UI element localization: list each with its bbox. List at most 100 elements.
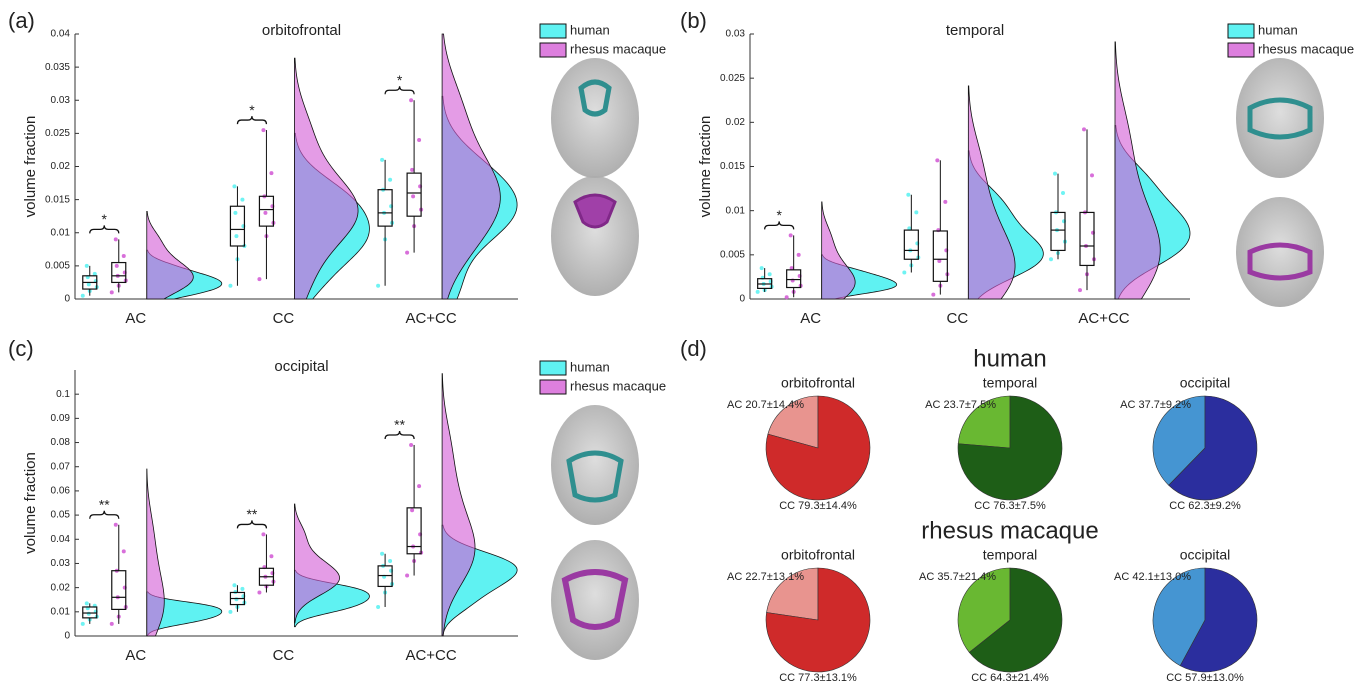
y-tick-label: 0.005 — [45, 261, 70, 272]
y-axis-label: volume fraction — [697, 116, 714, 218]
data-point — [410, 508, 414, 512]
data-point — [81, 294, 85, 298]
significance: ** — [246, 506, 257, 522]
pie-title: temporal — [983, 547, 1037, 563]
x-tick-label: AC+CC — [405, 647, 456, 664]
slice-label: AC 20.7±14.4% — [727, 399, 804, 411]
panel-label: (c) — [8, 336, 34, 361]
slice-label: CC 64.3±21.4% — [971, 672, 1049, 684]
data-point — [388, 559, 392, 563]
data-point — [81, 622, 85, 626]
figure: (a)orbitofrontalvolume fraction00.0050.0… — [0, 0, 1363, 687]
y-tick-label: 0 — [739, 294, 745, 305]
data-point — [240, 587, 244, 591]
data-point — [269, 171, 273, 175]
slice-label: CC 77.3±13.1% — [779, 672, 857, 684]
slice-label: AC 23.7±7.5% — [925, 399, 996, 411]
y-tick-label: 0.06 — [51, 486, 71, 497]
box — [1080, 212, 1094, 265]
y-tick-label: 0.1 — [56, 389, 70, 400]
x-tick-label: AC — [125, 647, 146, 664]
chart-title: orbitofrontal — [262, 22, 341, 39]
pie-title: occipital — [1180, 547, 1231, 563]
pie-title: orbitofrontal — [781, 375, 855, 391]
significance: * — [102, 211, 108, 227]
data-point — [122, 549, 126, 553]
y-tick-label: 0.01 — [51, 606, 71, 617]
slice-label: AC 37.7±9.2% — [1120, 399, 1191, 411]
significance: * — [249, 102, 255, 118]
data-point — [234, 597, 238, 601]
data-point — [797, 253, 801, 257]
data-point — [110, 622, 114, 626]
data-point — [1082, 127, 1086, 131]
slice-label: AC 42.1±13.0% — [1114, 571, 1191, 583]
significance: ** — [99, 496, 110, 512]
legend-swatch — [540, 361, 566, 375]
data-point — [1078, 288, 1082, 292]
data-point — [122, 254, 126, 258]
chart-title: temporal — [946, 22, 1004, 39]
data-point — [376, 284, 380, 288]
data-point — [410, 168, 414, 172]
data-point — [115, 264, 119, 268]
y-tick-label: 0.02 — [51, 582, 71, 593]
chart-title: occipital — [274, 358, 328, 375]
data-point — [768, 272, 772, 276]
data-point — [756, 290, 760, 294]
data-point — [906, 193, 910, 197]
data-point — [935, 158, 939, 162]
x-tick-label: AC+CC — [405, 310, 456, 327]
data-point — [405, 574, 409, 578]
data-point — [1053, 172, 1057, 176]
y-tick-label: 0.05 — [51, 510, 71, 521]
data-point — [232, 184, 236, 188]
legend-label: human — [570, 22, 610, 37]
data-point — [417, 138, 421, 142]
data-point — [263, 211, 267, 215]
y-tick-label: 0.07 — [51, 461, 71, 472]
data-point — [902, 271, 906, 275]
data-point — [228, 610, 232, 614]
panel-label: (b) — [680, 8, 707, 33]
data-point — [417, 484, 421, 488]
data-point — [87, 612, 91, 616]
data-point — [269, 554, 273, 558]
legend-swatch — [540, 380, 566, 394]
slice-label: CC 57.9±13.0% — [1166, 672, 1244, 684]
data-point — [257, 277, 261, 281]
y-tick-label: 0.04 — [51, 534, 71, 545]
panel-label: (d) — [680, 336, 707, 361]
data-point — [931, 293, 935, 297]
data-point — [1049, 257, 1053, 261]
data-point — [380, 552, 384, 556]
y-tick-label: 0 — [64, 631, 70, 642]
data-point — [405, 251, 409, 255]
data-point — [409, 98, 413, 102]
pie-title: occipital — [1180, 375, 1231, 391]
density — [822, 202, 855, 299]
y-tick-label: 0.03 — [51, 95, 71, 106]
y-tick-label: 0.08 — [51, 437, 71, 448]
x-tick-label: AC — [800, 310, 821, 327]
x-tick-label: AC — [125, 310, 146, 327]
legend-swatch — [1228, 24, 1254, 38]
x-tick-label: AC+CC — [1078, 310, 1129, 327]
data-point — [257, 590, 261, 594]
slice-label: CC 79.3±14.4% — [779, 500, 857, 512]
density — [147, 469, 165, 636]
significance: * — [776, 207, 782, 223]
slice-label: CC 62.3±9.2% — [1169, 500, 1241, 512]
legend-label: human — [570, 359, 610, 374]
slice-label: AC 35.7±21.4% — [919, 571, 996, 583]
data-point — [789, 233, 793, 237]
y-tick-label: 0.035 — [45, 62, 70, 73]
data-point — [110, 290, 114, 294]
data-point — [914, 210, 918, 214]
significance: ** — [394, 417, 405, 433]
y-tick-label: 0.01 — [51, 227, 71, 238]
data-point — [943, 200, 947, 204]
legend-label: rhesus macaque — [1258, 41, 1354, 56]
y-tick-label: 0.02 — [51, 161, 71, 172]
page: (a)orbitofrontalvolume fraction00.0050.0… — [0, 0, 1363, 687]
